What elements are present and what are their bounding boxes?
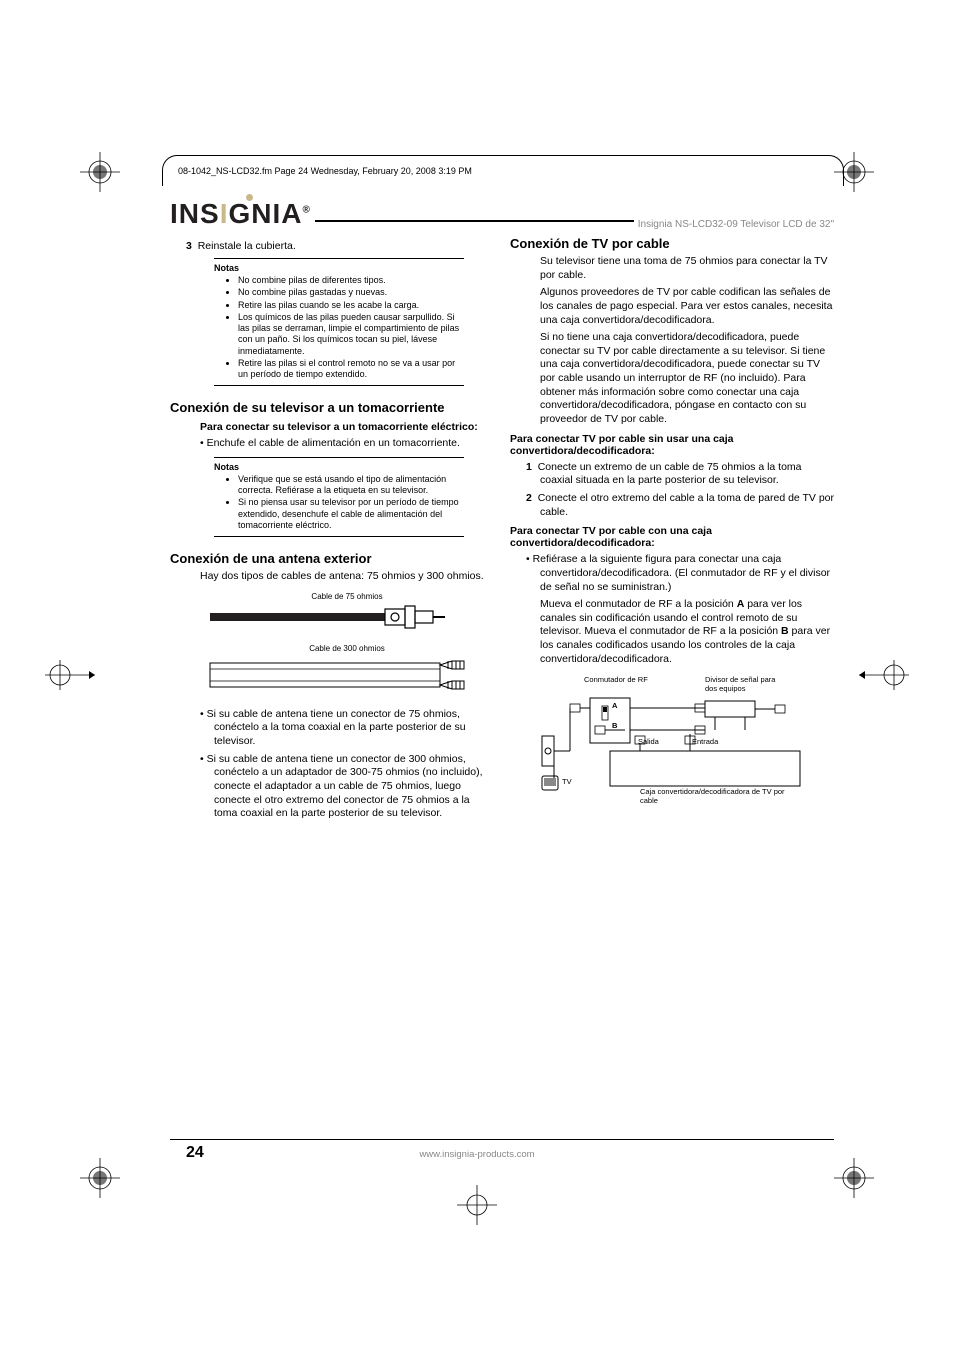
cable-75-label: Cable de 75 ohmios xyxy=(200,592,494,601)
notes-title-2: Notas xyxy=(214,462,464,472)
num-item: 1 Conecte un extremo de un cable de 75 o… xyxy=(526,461,834,488)
label-divisor: Divisor de señal para dos equipos xyxy=(705,676,785,693)
columns: 3 Reinstale la cubierta. Notas No combin… xyxy=(170,236,834,825)
label-entrada: Entrada xyxy=(692,738,718,746)
bullet-list-antena: Si su cable de antena tiene un conector … xyxy=(200,708,494,821)
subsection-con-caja: Para conectar TV por cable con una caja … xyxy=(510,525,834,549)
note-item: No combine pilas de diferentes tipos. xyxy=(238,275,464,286)
content-area: INSIGNIA® Insignia NS-LCD32-09 Televisor… xyxy=(170,198,834,825)
note-item: Retire las pilas cuando se les acabe la … xyxy=(238,300,464,311)
note-item: Si no piensa usar su televisor por un pe… xyxy=(238,497,464,531)
notes-title: Notas xyxy=(214,263,464,273)
step-3: 3 Reinstale la cubierta. xyxy=(200,240,494,252)
bullet-item: Si su cable de antena tiene un conector … xyxy=(200,708,494,749)
header-row: INSIGNIA® Insignia NS-LCD32-09 Televisor… xyxy=(170,198,834,230)
bullet-item: Refiérase a la siguiente figura para con… xyxy=(526,553,834,594)
label-conmutador: Conmutador de RF xyxy=(584,676,648,684)
note-item: Verifique que se está usando el tipo de … xyxy=(238,474,464,497)
rf-switch-diagram: Conmutador de RF Divisor de señal para d… xyxy=(540,676,834,806)
section-antena-exterior: Conexión de una antena exterior xyxy=(170,551,494,566)
right-para-2: Algunos proveedores de TV por cable codi… xyxy=(540,286,834,327)
label-b: B xyxy=(612,722,617,730)
cable-300-label: Cable de 300 ohmios xyxy=(200,644,494,653)
note-item: Retire las pilas si el control remoto no… xyxy=(238,358,464,381)
num-list-sin-caja: 1 Conecte un extremo de un cable de 75 o… xyxy=(526,461,834,520)
label-a: A xyxy=(612,702,617,710)
model-header: Insignia NS-LCD32-09 Televisor LCD de 32… xyxy=(638,219,834,230)
note-item: No combine pilas gastadas y nuevas. xyxy=(238,287,464,298)
bullet-item: Si su cable de antena tiene un conector … xyxy=(200,753,494,821)
left-column: 3 Reinstale la cubierta. Notas No combin… xyxy=(170,236,494,825)
con-caja-para: Mueva el conmutador de RF a la posición … xyxy=(540,598,834,666)
notes-list-2: Verifique que se está usando el tipo de … xyxy=(214,474,464,531)
right-para-3: Si no tiene una caja convertidora/decodi… xyxy=(540,331,834,426)
bullet-list-enchufe: Enchufe el cable de alimentación en un t… xyxy=(200,437,494,451)
right-para-1: Su televisor tiene una toma de 75 ohmios… xyxy=(540,255,834,282)
cable-300-icon xyxy=(200,655,470,695)
cable-300-diagram: Cable de 300 ohmios xyxy=(200,644,494,700)
right-column: Conexión de TV por cable Su televisor ti… xyxy=(510,236,834,825)
crop-mark-bl xyxy=(80,1158,120,1198)
section-conexion-tomacorriente: Conexión de su televisor a un tomacorrie… xyxy=(170,400,494,415)
num-item: 2 Conecte el otro extremo del cable a la… xyxy=(526,492,834,519)
page: 08-1042_NS-LCD32.fm Page 24 Wednesday, F… xyxy=(0,0,954,1350)
footer-url: www.insignia-products.com xyxy=(0,1149,954,1160)
registration-mark-right xyxy=(859,655,909,700)
brand-logo: INSIGNIA® xyxy=(170,198,311,230)
section-tv-cable: Conexión de TV por cable xyxy=(510,236,834,251)
bullet-item: Enchufe el cable de alimentación en un t… xyxy=(200,437,494,451)
label-salida: Salida xyxy=(638,738,659,746)
notes-box-2: Notas Verifique que se está usando el ti… xyxy=(214,457,464,537)
print-header-text: 08-1042_NS-LCD32.fm Page 24 Wednesday, F… xyxy=(178,166,472,176)
notes-box-1: Notas No combine pilas de diferentes tip… xyxy=(214,258,464,386)
para-antena: Hay dos tipos de cables de antena: 75 oh… xyxy=(200,570,494,584)
label-caja: Caja convertidora/decodificadora de TV p… xyxy=(640,788,790,805)
registration-mark-left xyxy=(45,655,95,700)
notes-list-1: No combine pilas de diferentes tipos. No… xyxy=(214,275,464,380)
crop-mark-tl xyxy=(80,152,120,192)
header-rule xyxy=(315,220,634,222)
footer-rule xyxy=(170,1139,834,1140)
crop-mark-br xyxy=(834,1158,874,1198)
label-tv: TV xyxy=(562,778,572,786)
cable-75-diagram: Cable de 75 ohmios xyxy=(200,592,494,636)
subsection-sin-caja: Para conectar TV por cable sin usar una … xyxy=(510,433,834,457)
registration-mark-bottom xyxy=(457,1185,497,1230)
note-item: Los químicos de las pilas pueden causar … xyxy=(238,312,464,357)
cable-75-icon xyxy=(200,603,450,631)
subsection-para-conectar: Para conectar su televisor a un tomacorr… xyxy=(200,421,494,433)
bullet-list-con-caja: Refiérase a la siguiente figura para con… xyxy=(526,553,834,594)
